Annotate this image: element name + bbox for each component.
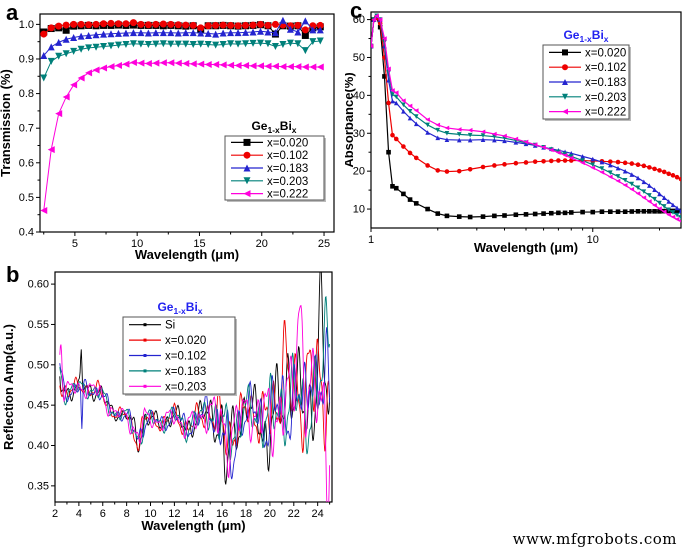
watermark-url: www.mfgrobots.com	[512, 530, 677, 548]
svg-text:0.60: 0.60	[28, 279, 49, 291]
svg-text:25: 25	[318, 238, 330, 250]
svg-text:10: 10	[131, 238, 143, 250]
svg-text:5: 5	[72, 238, 78, 250]
svg-text:x=0.102: x=0.102	[267, 150, 308, 162]
svg-text:15: 15	[193, 238, 205, 250]
svg-text:10: 10	[587, 234, 599, 246]
svg-text:6: 6	[100, 508, 106, 520]
svg-text:0.4: 0.4	[19, 227, 34, 239]
absorbance-chart: 1 10 10 20 30 40 50 60 Wavelength (μm) Absorbance…	[345, 11, 682, 255]
svg-text:x=0.020: x=0.020	[585, 47, 626, 59]
svg-text:14: 14	[192, 508, 204, 520]
svg-text:x=0.183: x=0.183	[267, 163, 308, 175]
svg-text:x=0.102: x=0.102	[165, 351, 206, 363]
svg-text:20: 20	[256, 238, 268, 250]
svg-text:Wavelength (μm): Wavelength (μm)	[474, 240, 578, 255]
svg-text:Ge1-xBix: Ge1-xBix	[157, 300, 202, 316]
svg-text:18: 18	[240, 508, 252, 520]
svg-text:Ge1-xBix: Ge1-xBix	[251, 119, 296, 135]
panel-b-label: b	[6, 262, 20, 287]
svg-text:0.7: 0.7	[19, 123, 34, 135]
svg-text:2: 2	[52, 508, 58, 520]
svg-text:Absorbance(%): Absorbance(%)	[345, 72, 356, 167]
svg-text:16: 16	[216, 508, 228, 520]
panel-b: 2 4 6 8 10 12 14 16 18 20 22 24 0.35 0.40 0.45 0.50 0.55…	[0, 262, 345, 552]
svg-text:60: 60	[353, 14, 365, 26]
svg-text:x=0.183: x=0.183	[165, 366, 206, 378]
svg-text:x=0.203: x=0.203	[165, 381, 206, 393]
svg-text:0.35: 0.35	[28, 480, 49, 492]
svg-text:0.40: 0.40	[28, 440, 49, 452]
svg-text:10: 10	[353, 204, 365, 216]
panel-a-label: a	[6, 0, 19, 25]
svg-text:x=0.020: x=0.020	[267, 137, 308, 149]
transmission-chart: 5 10 15 20 25 0.4 0.5 0.6 0.7 0.8 0.9 1.0 Wavelength…	[0, 13, 335, 262]
svg-text:1.0: 1.0	[19, 19, 34, 31]
svg-text:Wavelength (μm): Wavelength (μm)	[135, 247, 239, 262]
svg-text:0.9: 0.9	[19, 53, 34, 65]
svg-text:x=0.203: x=0.203	[267, 176, 308, 188]
svg-text:12: 12	[168, 508, 180, 520]
svg-text:50: 50	[353, 52, 365, 64]
svg-text:x=0.222: x=0.222	[585, 107, 626, 119]
svg-text:1: 1	[368, 234, 374, 246]
svg-text:22: 22	[288, 508, 300, 520]
svg-text:4: 4	[76, 508, 82, 520]
svg-text:0.50: 0.50	[28, 359, 49, 371]
panel-c-label: c	[350, 0, 363, 23]
svg-text:Reflection Amp(a.u.): Reflection Amp(a.u.)	[1, 324, 16, 450]
svg-text:Wavelength (μm): Wavelength (μm)	[141, 518, 245, 533]
panel-c: 1 10 10 20 30 40 50 60 Wavelength (μm) Absorbance…	[345, 0, 685, 262]
svg-text:Ge1-xBix: Ge1-xBix	[563, 28, 608, 44]
svg-text:40: 40	[353, 90, 365, 102]
svg-text:x=0.020: x=0.020	[165, 335, 206, 347]
svg-text:0.45: 0.45	[28, 400, 49, 412]
svg-text:8: 8	[124, 508, 130, 520]
svg-text:x=0.203: x=0.203	[585, 92, 626, 104]
svg-text:10: 10	[144, 508, 156, 520]
svg-text:30: 30	[353, 128, 365, 140]
svg-text:0.6: 0.6	[19, 157, 34, 169]
svg-text:x=0.222: x=0.222	[267, 189, 308, 201]
svg-text:20: 20	[264, 508, 276, 520]
svg-text:0.55: 0.55	[28, 319, 49, 331]
svg-text:Si: Si	[165, 320, 175, 332]
svg-text:Transmission (%): Transmission (%)	[0, 69, 13, 177]
svg-text:x=0.183: x=0.183	[585, 77, 626, 89]
svg-text:24: 24	[312, 508, 324, 520]
svg-text:0.8: 0.8	[19, 88, 34, 100]
svg-text:20: 20	[353, 166, 365, 178]
svg-text:0.5: 0.5	[19, 192, 34, 204]
reflection-chart: 2 4 6 8 10 12 14 16 18 20 22 240.350.400.450.500.55…	[1, 271, 333, 533]
panel-a: 5 10 15 20 25 0.4 0.5 0.6 0.7 0.8 0.9 1.0 Wavelength…	[0, 0, 345, 262]
svg-text:x=0.102: x=0.102	[585, 62, 626, 74]
